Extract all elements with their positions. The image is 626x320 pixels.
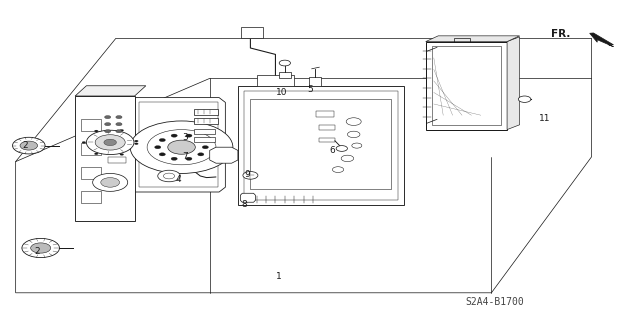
Polygon shape	[210, 147, 238, 163]
Text: 10: 10	[276, 88, 287, 97]
Circle shape	[120, 154, 124, 156]
Circle shape	[171, 134, 177, 137]
Polygon shape	[507, 37, 520, 130]
Circle shape	[243, 172, 258, 179]
Polygon shape	[279, 72, 291, 78]
Circle shape	[101, 178, 120, 187]
Circle shape	[95, 135, 125, 150]
Polygon shape	[194, 137, 215, 142]
Text: 1: 1	[275, 272, 282, 281]
Text: 2: 2	[35, 247, 40, 256]
Circle shape	[158, 170, 180, 182]
Circle shape	[105, 116, 111, 119]
Circle shape	[120, 129, 124, 131]
Circle shape	[168, 140, 195, 154]
Text: 8: 8	[241, 200, 247, 209]
Circle shape	[105, 123, 111, 126]
Text: 2: 2	[23, 141, 28, 150]
Polygon shape	[241, 27, 263, 38]
Circle shape	[198, 153, 204, 156]
Circle shape	[105, 130, 111, 133]
Circle shape	[95, 153, 98, 155]
Polygon shape	[257, 75, 294, 86]
Text: 4: 4	[176, 175, 181, 184]
Polygon shape	[194, 118, 218, 124]
Polygon shape	[75, 86, 146, 96]
Circle shape	[116, 116, 122, 119]
Circle shape	[198, 139, 204, 142]
Circle shape	[135, 143, 138, 145]
Circle shape	[93, 173, 128, 191]
Circle shape	[159, 139, 165, 142]
Circle shape	[31, 243, 51, 253]
Text: 3: 3	[182, 133, 188, 142]
Circle shape	[202, 146, 208, 149]
Polygon shape	[426, 42, 507, 130]
Polygon shape	[194, 109, 218, 115]
Text: S2A4-B1700: S2A4-B1700	[465, 297, 524, 308]
Polygon shape	[238, 86, 404, 205]
Circle shape	[86, 130, 134, 155]
Circle shape	[13, 137, 45, 154]
Circle shape	[116, 123, 122, 126]
Circle shape	[22, 238, 59, 258]
Circle shape	[104, 139, 116, 146]
Polygon shape	[75, 96, 135, 221]
Text: 5: 5	[307, 85, 313, 94]
Polygon shape	[309, 77, 321, 86]
Circle shape	[186, 134, 192, 137]
Circle shape	[186, 157, 192, 160]
Circle shape	[159, 153, 165, 156]
Circle shape	[82, 141, 86, 143]
Text: 11: 11	[539, 114, 550, 123]
Circle shape	[116, 130, 122, 133]
Circle shape	[518, 96, 531, 102]
Polygon shape	[240, 193, 255, 202]
Polygon shape	[426, 36, 520, 42]
Circle shape	[279, 60, 290, 66]
Text: FR.: FR.	[551, 28, 570, 39]
Circle shape	[155, 146, 161, 149]
Polygon shape	[590, 33, 613, 47]
Circle shape	[135, 140, 138, 142]
Circle shape	[171, 157, 177, 160]
Circle shape	[130, 121, 233, 173]
Polygon shape	[194, 129, 215, 134]
Circle shape	[95, 130, 98, 132]
Circle shape	[336, 146, 347, 151]
Text: 7: 7	[182, 152, 188, 161]
Polygon shape	[128, 98, 225, 192]
Text: 9: 9	[244, 170, 250, 179]
Circle shape	[20, 141, 38, 150]
Text: 6: 6	[329, 146, 335, 155]
